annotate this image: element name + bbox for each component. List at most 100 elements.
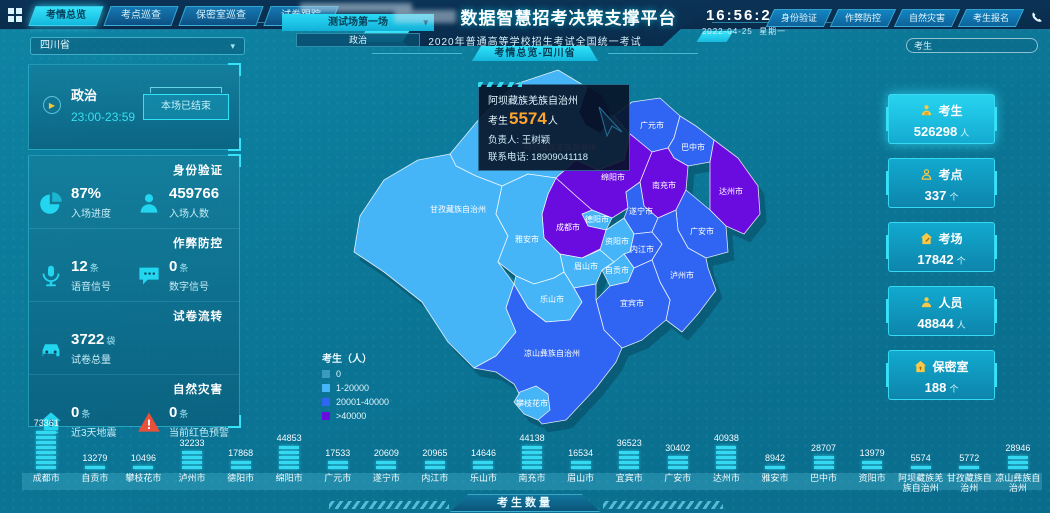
bar-segment[interactable] bbox=[182, 456, 203, 459]
bar-segment[interactable] bbox=[667, 466, 688, 469]
bar-category-label: 自贡市 bbox=[81, 473, 109, 483]
bar-segment[interactable] bbox=[522, 451, 543, 454]
bar-category-label: 巴中市 bbox=[810, 473, 838, 483]
tab-保密室巡查[interactable]: 保密室巡查 bbox=[178, 6, 264, 26]
bar-segment[interactable] bbox=[36, 456, 57, 459]
map-region-达州市[interactable] bbox=[709, 139, 761, 235]
bar-segment[interactable] bbox=[1007, 461, 1028, 464]
tab-考点巡查[interactable]: 考点巡查 bbox=[103, 6, 179, 26]
bar-segment[interactable] bbox=[327, 461, 348, 464]
bar-segment[interactable] bbox=[133, 466, 154, 469]
bar-segment[interactable] bbox=[910, 466, 931, 469]
card-value: 337 个 bbox=[924, 188, 959, 203]
bar-segment[interactable] bbox=[522, 456, 543, 459]
card-value: 17842 个 bbox=[917, 252, 966, 267]
stat-info: 0 条当前红色预警 bbox=[169, 404, 229, 439]
bar-segment[interactable] bbox=[473, 466, 494, 469]
province-select[interactable]: 四川省 ▾ bbox=[30, 37, 245, 55]
chat-bubble-icon bbox=[137, 264, 161, 288]
bar-segment[interactable] bbox=[424, 466, 445, 469]
bar-segment[interactable] bbox=[667, 456, 688, 459]
quick-tab-考生报名[interactable]: 考生报名 bbox=[957, 9, 1025, 27]
card-保密室[interactable]: 保密室 188 个 bbox=[886, 350, 997, 400]
bar-segment[interactable] bbox=[619, 456, 640, 459]
bar-segment[interactable] bbox=[619, 451, 640, 454]
card-unit: 个 bbox=[956, 256, 966, 266]
bar-segment[interactable] bbox=[716, 461, 737, 464]
chart-column: 28946 凉山彝族自治州 bbox=[994, 443, 1043, 493]
bar-segment[interactable] bbox=[376, 461, 397, 464]
bar-segment[interactable] bbox=[36, 436, 57, 439]
bar-segment[interactable] bbox=[813, 456, 834, 459]
bar-segment[interactable] bbox=[182, 461, 203, 464]
chart-column: 36523 宜宾市 bbox=[605, 438, 654, 490]
bar-segment[interactable] bbox=[279, 451, 300, 454]
card-title-row: 保密室 bbox=[889, 358, 994, 375]
bar-segment[interactable] bbox=[716, 446, 737, 449]
card-考场[interactable]: 考场 17842 个 bbox=[886, 222, 997, 272]
legend-swatch bbox=[322, 412, 330, 420]
bar-segment[interactable] bbox=[84, 466, 105, 469]
bar-segment[interactable] bbox=[522, 466, 543, 469]
bar-segment[interactable] bbox=[667, 461, 688, 464]
bar-segment[interactable] bbox=[279, 456, 300, 459]
quick-tab-身份验证[interactable]: 身份验证 bbox=[765, 9, 833, 27]
bar-segment[interactable] bbox=[424, 461, 445, 464]
bar-segment[interactable] bbox=[230, 466, 251, 469]
bar-segment[interactable] bbox=[813, 466, 834, 469]
tab-考情总览[interactable]: 考情总览 bbox=[28, 6, 104, 26]
card-人员[interactable]: 人员 48844 人 bbox=[886, 286, 997, 336]
map-region-攀枝花市[interactable] bbox=[513, 385, 551, 421]
bar-segment[interactable] bbox=[36, 451, 57, 454]
bar-segment[interactable] bbox=[522, 461, 543, 464]
bar-segment[interactable] bbox=[279, 446, 300, 449]
bar-segment[interactable] bbox=[182, 451, 203, 454]
bar-segment[interactable] bbox=[716, 456, 737, 459]
bar-segment[interactable] bbox=[619, 466, 640, 469]
section-row: 0 条近3天地震 0 条当前红色预警 bbox=[29, 397, 239, 443]
bar-segment[interactable] bbox=[619, 461, 640, 464]
bar-segment[interactable] bbox=[36, 461, 57, 464]
quick-tab-作弊防控[interactable]: 作弊防控 bbox=[829, 9, 897, 27]
play-icon[interactable]: ▶ bbox=[43, 95, 61, 114]
bar-segment[interactable] bbox=[36, 431, 57, 434]
menu-grid-icon[interactable] bbox=[8, 8, 22, 22]
bar-segment[interactable] bbox=[36, 441, 57, 444]
card-考点[interactable]: 考点 337 个 bbox=[886, 158, 997, 208]
search-input[interactable] bbox=[914, 40, 1031, 51]
bar-segment[interactable] bbox=[959, 466, 980, 469]
bar-segment[interactable] bbox=[570, 461, 591, 464]
bar-segment[interactable] bbox=[570, 466, 591, 469]
bar-segment[interactable] bbox=[1007, 456, 1028, 459]
bar-segment[interactable] bbox=[1007, 466, 1028, 469]
card-unit: 人 bbox=[956, 320, 966, 330]
card-value: 48844 人 bbox=[917, 316, 966, 331]
bar-segment[interactable] bbox=[182, 466, 203, 469]
bar-segment[interactable] bbox=[376, 466, 397, 469]
bar-segment[interactable] bbox=[327, 466, 348, 469]
bar-segment[interactable] bbox=[473, 461, 494, 464]
session-status-button[interactable]: 本场已结束 bbox=[143, 86, 229, 120]
phone-icon[interactable] bbox=[1030, 11, 1044, 25]
bar-segment[interactable] bbox=[716, 451, 737, 454]
bar-segment[interactable] bbox=[36, 446, 57, 449]
map-region-甘孜藏族自治州[interactable] bbox=[353, 153, 517, 369]
bar-segment[interactable] bbox=[36, 466, 57, 469]
bar-segment[interactable] bbox=[813, 461, 834, 464]
quick-tab-自然灾害[interactable]: 自然灾害 bbox=[893, 9, 961, 27]
bar-segment[interactable] bbox=[522, 446, 543, 449]
bar-value-label: 20965 bbox=[422, 448, 448, 458]
card-考生[interactable]: 考生 526298 人 bbox=[886, 94, 997, 144]
bar-segment[interactable] bbox=[862, 461, 883, 464]
stat-info: 87% 入场进度 bbox=[71, 185, 111, 220]
map-region-凉山彝族自治州[interactable] bbox=[473, 283, 623, 425]
bar-segment[interactable] bbox=[279, 461, 300, 464]
clock-time: 16:56:26 bbox=[705, 7, 783, 24]
bar-segment[interactable] bbox=[862, 466, 883, 469]
bar-segment[interactable] bbox=[764, 466, 785, 469]
legend-swatch bbox=[322, 398, 330, 406]
bar-segment[interactable] bbox=[279, 466, 300, 469]
bar-segment[interactable] bbox=[716, 466, 737, 469]
bar-segment[interactable] bbox=[230, 461, 251, 464]
